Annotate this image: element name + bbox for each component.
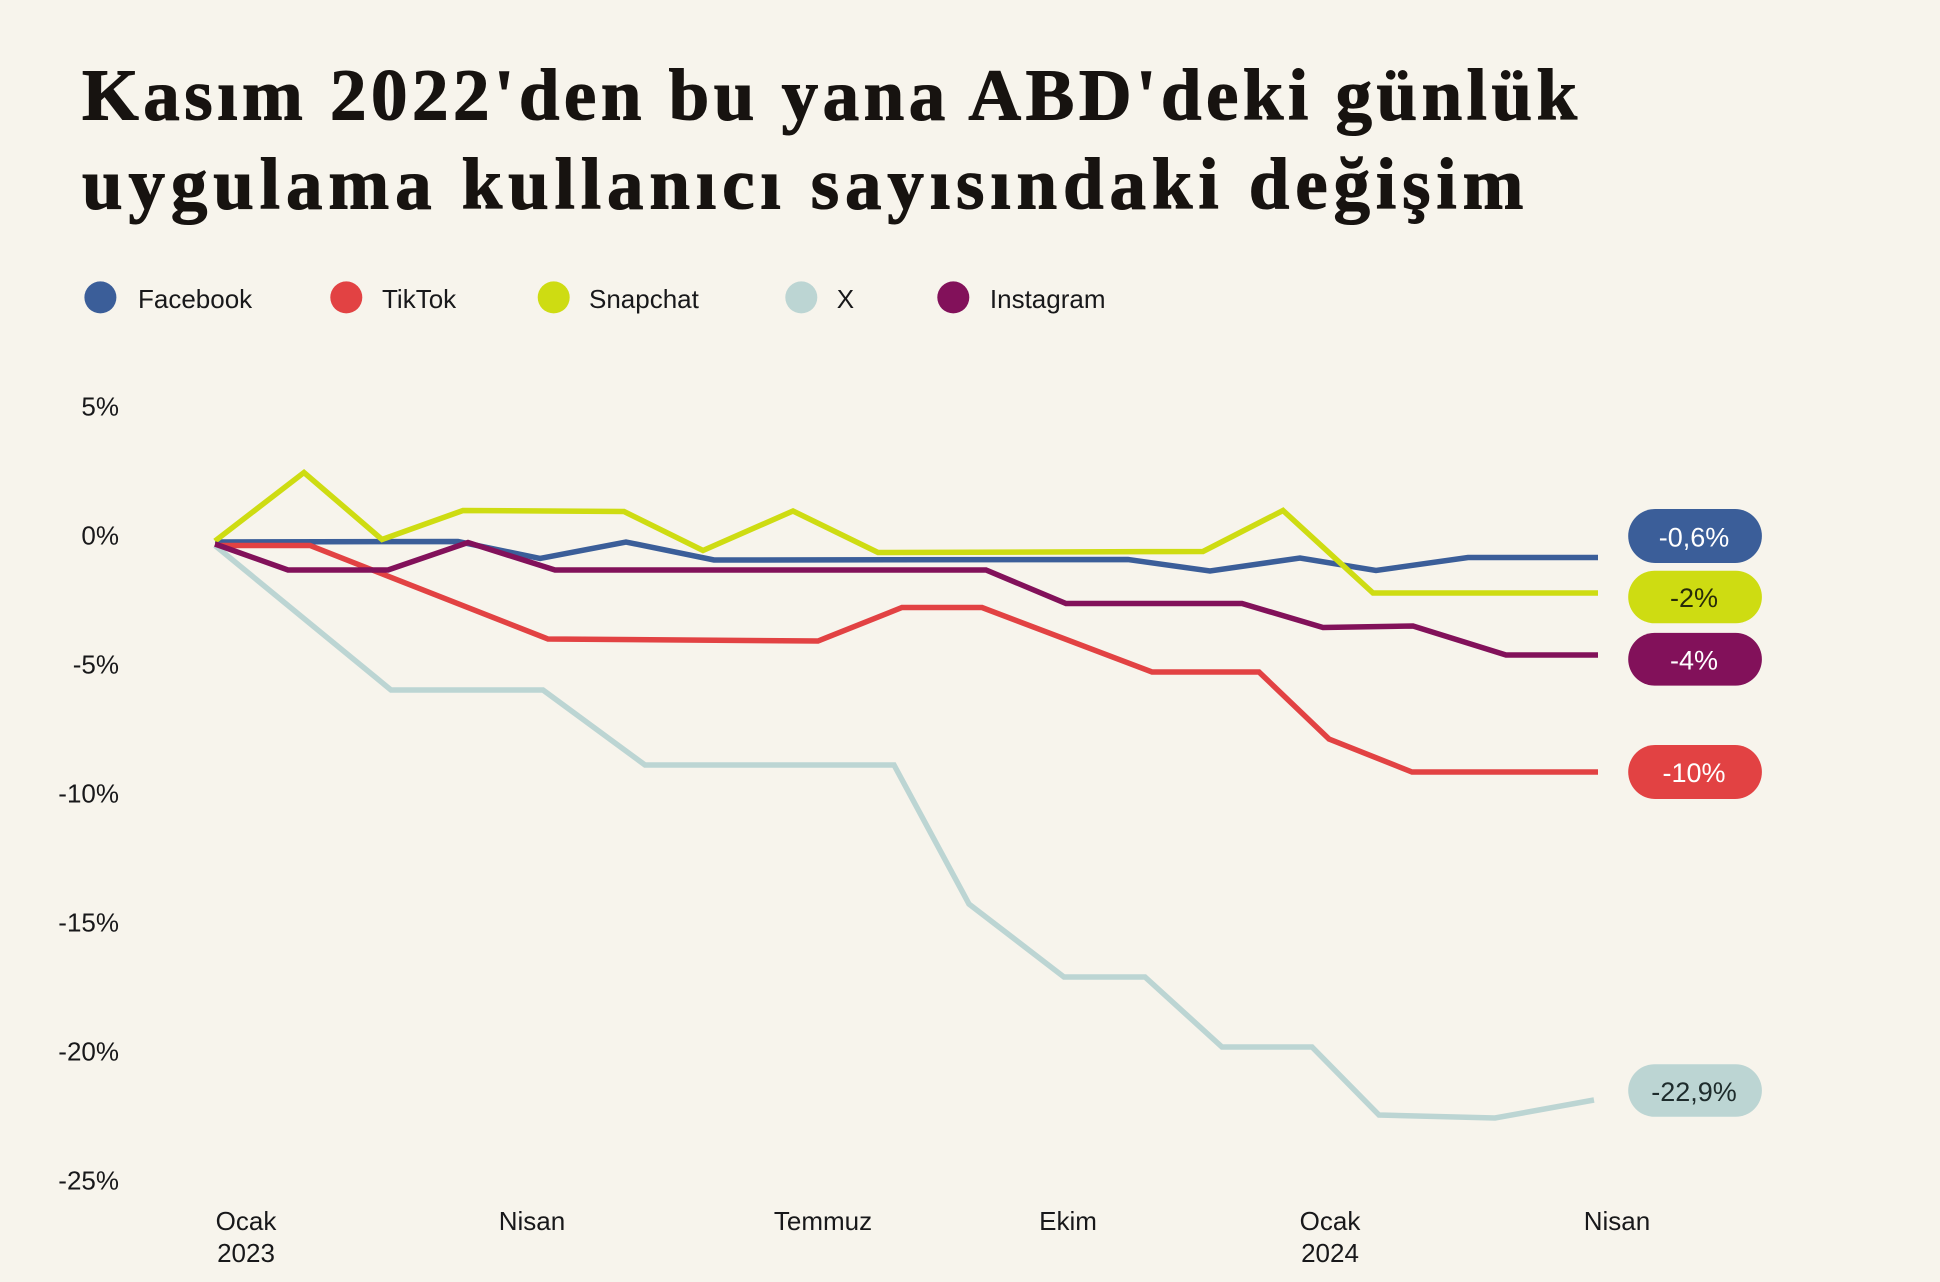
svg-text:-20%: -20% — [58, 1036, 119, 1066]
svg-text:Nisan: Nisan — [499, 1206, 565, 1236]
svg-text:Temmuz: Temmuz — [774, 1206, 872, 1236]
svg-text:-4%: -4% — [1670, 646, 1718, 676]
svg-text:Ocak: Ocak — [216, 1206, 278, 1236]
svg-text:-10%: -10% — [58, 778, 119, 808]
svg-text:-0,6%: -0,6% — [1659, 523, 1730, 553]
svg-text:uygulama kullanıcı sayısındaki: uygulama kullanıcı sayısındaki değişim — [82, 144, 1529, 225]
svg-text:-2%: -2% — [1670, 583, 1718, 613]
svg-text:0%: 0% — [81, 520, 119, 550]
svg-text:Kasım 2022'den bu yana ABD'dek: Kasım 2022'den bu yana ABD'deki günlük — [82, 55, 1582, 136]
svg-text:-25%: -25% — [58, 1166, 119, 1196]
svg-text:-5%: -5% — [73, 649, 119, 679]
svg-text:X: X — [837, 284, 854, 314]
svg-text:Facebook: Facebook — [138, 284, 253, 314]
svg-text:Nisan: Nisan — [1584, 1206, 1650, 1236]
svg-text:5%: 5% — [81, 391, 119, 421]
svg-text:2023: 2023 — [217, 1238, 275, 1268]
svg-text:Snapchat: Snapchat — [589, 284, 700, 314]
svg-text:Ocak: Ocak — [1300, 1206, 1362, 1236]
svg-text:-22,9%: -22,9% — [1651, 1077, 1737, 1107]
svg-text:Instagram: Instagram — [990, 284, 1106, 314]
svg-text:Ekim: Ekim — [1039, 1206, 1097, 1236]
svg-text:TikTok: TikTok — [382, 284, 457, 314]
svg-text:2024: 2024 — [1301, 1238, 1359, 1268]
svg-text:-15%: -15% — [58, 907, 119, 937]
svg-text:-10%: -10% — [1662, 758, 1725, 788]
